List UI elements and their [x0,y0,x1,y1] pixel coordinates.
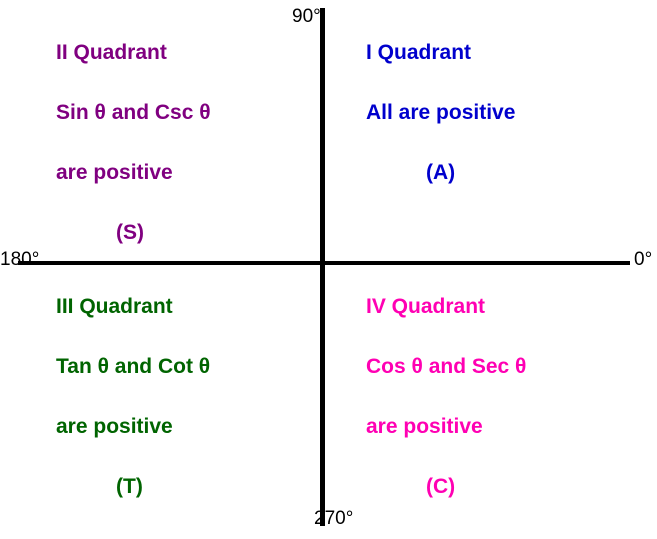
quadrant-1-mnemonic: (A) [366,150,515,196]
quadrant-3-mnemonic: (T) [56,464,210,510]
quadrant-4-title: IV Quadrant [366,284,526,330]
quadrant-2: II Quadrant Sin θ and Csc θ are positive… [56,30,211,270]
quadrant-3-sign: are positive [56,404,210,450]
quadrant-4-mnemonic: (C) [366,464,526,510]
quadrant-4: IV Quadrant Cos θ and Sec θ are positive… [366,284,526,524]
axis-label-90: 90° [292,6,321,28]
axis-label-0: 0° [634,249,652,271]
quadrant-3-functions: Tan θ and Cot θ [56,344,210,390]
axis-label-180: 180° [0,249,39,271]
quadrant-1-functions: All are positive [366,90,515,136]
astc-diagram: 0° 90° 180° 270° II Quadrant Sin θ and C… [0,0,657,539]
axis-label-270: 270° [314,508,353,530]
quadrant-1: I Quadrant All are positive (A) [366,30,515,210]
quadrant-3-title: III Quadrant [56,284,210,330]
quadrant-2-functions: Sin θ and Csc θ [56,90,211,136]
quadrant-2-title: II Quadrant [56,30,211,76]
quadrant-1-title: I Quadrant [366,30,515,76]
quadrant-2-mnemonic: (S) [56,210,211,256]
quadrant-2-sign: are positive [56,150,211,196]
quadrant-4-functions: Cos θ and Sec θ [366,344,526,390]
y-axis [320,8,325,526]
quadrant-3: III Quadrant Tan θ and Cot θ are positiv… [56,284,210,524]
quadrant-4-sign: are positive [366,404,526,450]
